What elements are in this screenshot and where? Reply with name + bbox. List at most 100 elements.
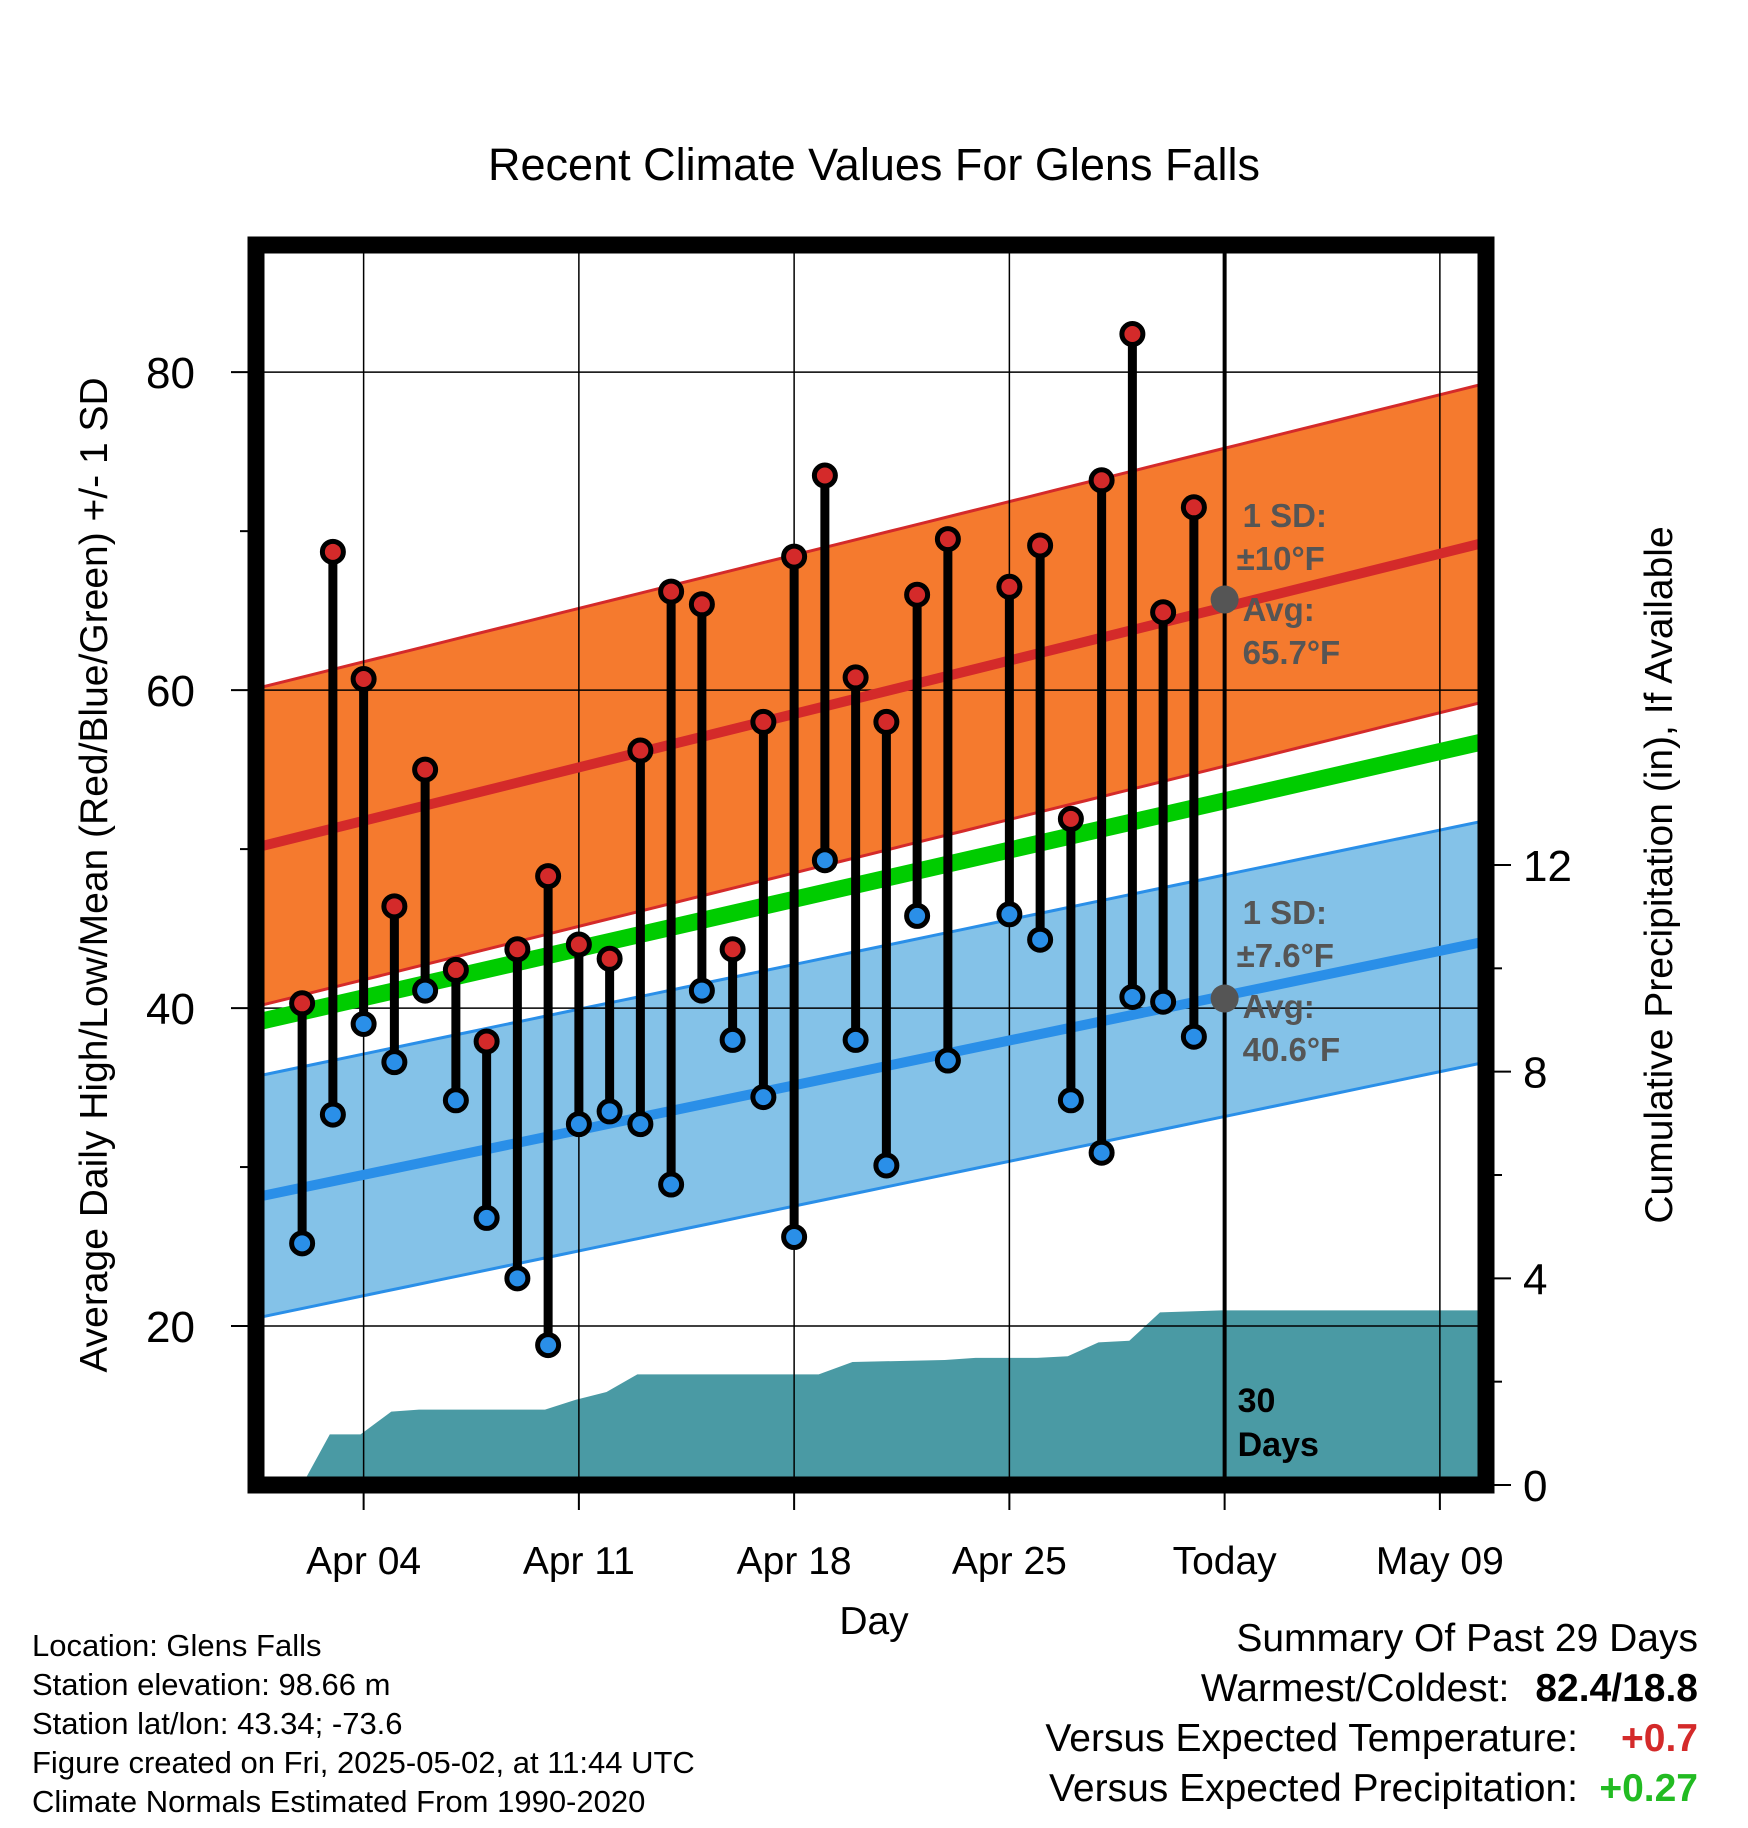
x-tick-label-5: May 09	[1376, 1540, 1504, 1583]
low-point	[1057, 1087, 1084, 1114]
low-point	[781, 1224, 808, 1250]
normals-text: Climate Normals Estimated From 1990-2020	[32, 1784, 646, 1819]
high-point	[842, 664, 869, 691]
high-point	[565, 931, 592, 958]
high-point	[442, 956, 469, 983]
y2-tick-label-0: 0	[1523, 1462, 1547, 1511]
y-tick-label-1: 40	[146, 985, 195, 1034]
precip-label: Versus Expected Precipitation:	[1049, 1767, 1578, 1810]
low-point	[1119, 983, 1146, 1010]
high-point	[1150, 599, 1177, 626]
low-point	[350, 1010, 377, 1037]
high-annotation-line-2: Avg:	[1243, 591, 1315, 628]
high-point	[934, 526, 961, 553]
x-tick-label-1: Apr 11	[523, 1540, 635, 1583]
station-info: Location: Glens Falls Station elevation:…	[32, 1626, 695, 1821]
high-point	[781, 543, 808, 570]
high-point	[627, 737, 654, 764]
high-point	[289, 990, 316, 1017]
high-point	[1119, 321, 1146, 348]
high-annotation-line-3: 65.7°F	[1243, 634, 1341, 671]
low-point	[873, 1152, 900, 1179]
high-point	[350, 666, 377, 692]
low-point	[811, 847, 838, 874]
temp-label: Versus Expected Temperature:	[1045, 1717, 1578, 1760]
high-point	[1057, 805, 1084, 832]
normal-low-line	[256, 936, 1486, 1203]
low-point	[658, 1171, 685, 1198]
y2-tick-label-1: 4	[1523, 1255, 1547, 1304]
high-point	[319, 538, 346, 565]
high-point	[1027, 532, 1054, 559]
y-tick-label-2: 60	[146, 667, 195, 716]
high-point	[535, 863, 562, 890]
y-tick-label-0: 20	[146, 1303, 195, 1352]
warmest-label: Warmest/Coldest:	[1200, 1667, 1510, 1710]
high-point	[904, 581, 931, 608]
high-annotation-line-0: 1 SD:	[1243, 497, 1327, 534]
summary-title: Summary Of Past 29 Days	[1236, 1617, 1698, 1660]
low-point	[719, 1026, 746, 1053]
y2-axis-label: Cumulative Precipitation (in), If Availa…	[1638, 526, 1681, 1223]
today-label-days: Days	[1238, 1426, 1319, 1464]
high-point	[873, 708, 900, 735]
precip-area	[256, 1310, 1486, 1485]
high-annotation-line-1: ±10°F	[1237, 540, 1325, 577]
latlon-text: Station lat/lon: 43.34; -73.6	[32, 1706, 403, 1741]
low-point	[627, 1111, 654, 1138]
low-point	[1180, 1023, 1207, 1050]
low-point	[473, 1204, 500, 1231]
precip-row: Versus Expected Precipitation: +0.27	[1045, 1764, 1698, 1814]
today-label-number: 30	[1238, 1382, 1276, 1420]
low-annotation-line-1: ±7.6°F	[1237, 937, 1334, 974]
low-point	[565, 1111, 592, 1138]
low-point	[1088, 1139, 1115, 1166]
low-point	[842, 1026, 869, 1053]
high-point	[596, 945, 623, 972]
y-tick-label-3: 80	[146, 349, 195, 398]
elevation-text: Station elevation: 98.66 m	[32, 1667, 391, 1702]
low-point	[1027, 926, 1054, 953]
x-tick-label-3: Apr 25	[952, 1540, 1067, 1583]
low-point	[688, 977, 715, 1004]
x-tick-label-4: Today	[1173, 1540, 1278, 1583]
summary-panel: Summary Of Past 29 Days Warmest/Coldest:…	[1045, 1614, 1698, 1814]
x-tick-label-2: Apr 18	[737, 1540, 852, 1583]
low-point	[750, 1084, 777, 1111]
low-point	[412, 977, 439, 1004]
low-point	[504, 1265, 531, 1292]
high-point	[1180, 494, 1207, 521]
y2-tick-label-2: 8	[1523, 1049, 1547, 1098]
high-point	[381, 893, 408, 920]
high-point	[719, 936, 746, 963]
low-point	[904, 902, 931, 929]
high-point	[412, 756, 439, 783]
y2-tick-label-3: 12	[1523, 842, 1572, 891]
created-text: Figure created on Fri, 2025-05-02, at 11…	[32, 1745, 695, 1780]
low-annotation-line-3: 40.6°F	[1243, 1031, 1341, 1068]
low-point	[934, 1047, 961, 1074]
low-point	[535, 1332, 562, 1359]
low-annotation-line-2: Avg:	[1243, 988, 1315, 1025]
x-tick-label-0: Apr 04	[306, 1540, 421, 1583]
temp-row: Versus Expected Temperature: +0.7	[1045, 1714, 1698, 1764]
low-annotation-line-0: 1 SD:	[1243, 894, 1327, 931]
high-point	[750, 708, 777, 735]
warmest-row: Warmest/Coldest: 82.4/18.8	[1045, 1664, 1698, 1714]
today-avg-low-marker	[1210, 984, 1239, 1013]
high-point	[504, 936, 531, 963]
high-point	[1088, 467, 1115, 494]
location-text: Location: Glens Falls	[32, 1628, 322, 1663]
low-point	[596, 1098, 623, 1125]
high-point	[658, 578, 685, 605]
low-point	[381, 1049, 408, 1076]
low-point	[442, 1087, 469, 1114]
normal-high-line	[256, 537, 1486, 853]
low-point	[319, 1101, 346, 1128]
temp-value: +0.7	[1621, 1717, 1698, 1760]
warmest-value: 82.4/18.8	[1535, 1667, 1698, 1710]
plot-area: 1 SD: ±10°F Avg: 65.7°F 1 SD: ±7.6°F Avg: 40.6°…	[256, 245, 1486, 1485]
chart-title: Recent Climate Values For Glens Falls	[488, 139, 1260, 190]
low-point	[1150, 988, 1177, 1015]
